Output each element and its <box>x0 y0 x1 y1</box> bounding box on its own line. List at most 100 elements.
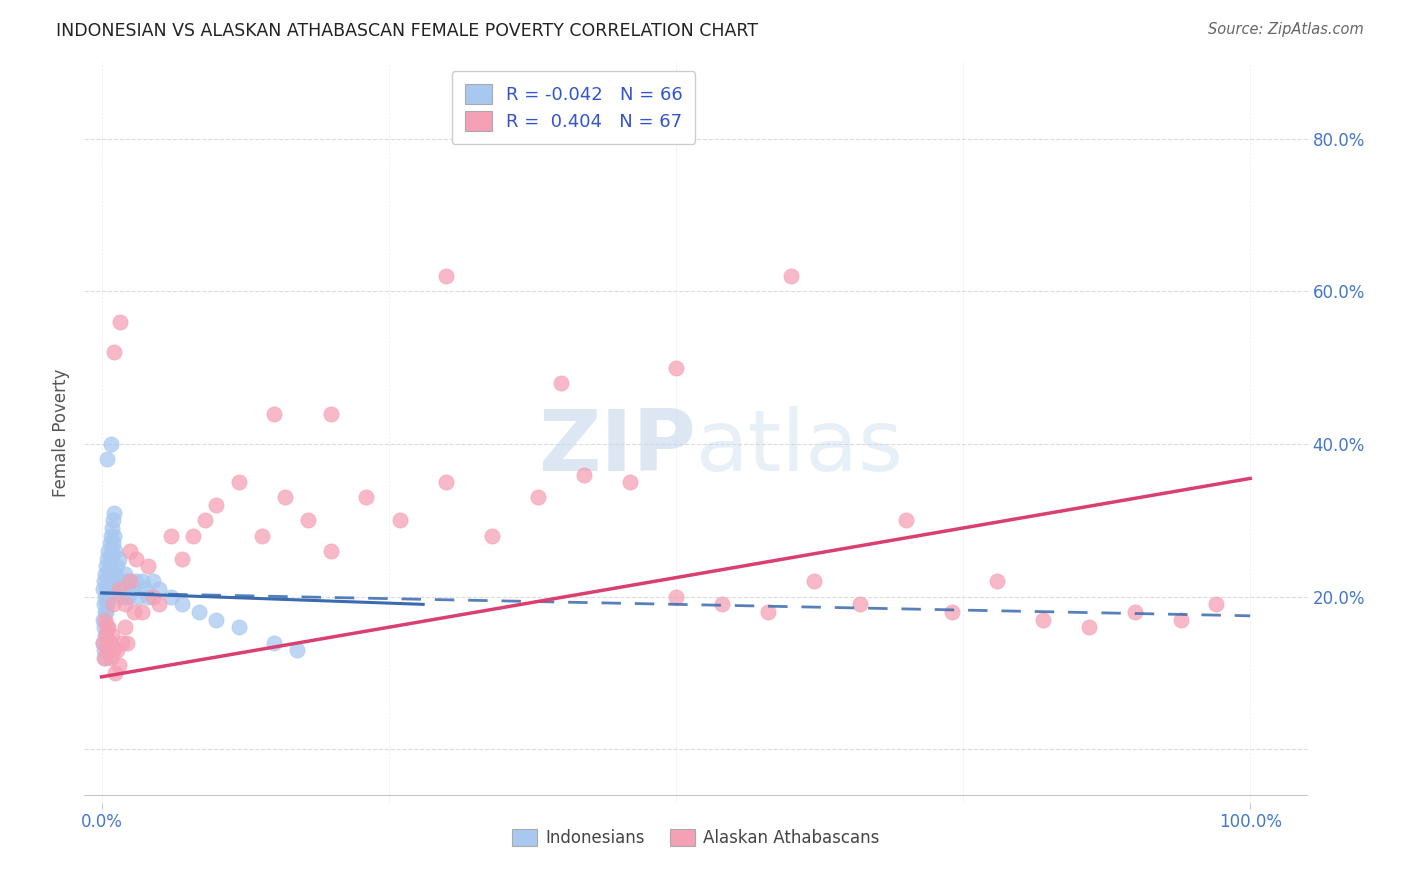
Point <box>96 574 118 589</box>
Point <box>120 544 142 558</box>
Point <box>94 650 117 665</box>
Point <box>114 566 136 581</box>
Point <box>188 605 211 619</box>
Point <box>941 605 963 619</box>
Y-axis label: Female Poverty: Female Poverty <box>52 368 70 497</box>
Point <box>100 635 122 649</box>
Point <box>101 536 124 550</box>
Point <box>159 529 181 543</box>
Point <box>114 598 136 612</box>
Point <box>710 598 733 612</box>
Point <box>94 628 117 642</box>
Point <box>108 315 131 329</box>
Point <box>117 590 139 604</box>
Point <box>101 628 124 642</box>
Text: INDONESIAN VS ALASKAN ATHABASCAN FEMALE POVERTY CORRELATION CHART: INDONESIAN VS ALASKAN ATHABASCAN FEMALE … <box>56 22 758 40</box>
Point <box>107 574 129 589</box>
Point <box>285 643 308 657</box>
Point <box>98 635 121 649</box>
Point <box>91 635 114 649</box>
Point <box>97 566 120 581</box>
Point <box>96 551 118 566</box>
Point <box>104 566 127 581</box>
Text: ZIP: ZIP <box>538 406 696 489</box>
Point <box>96 620 118 634</box>
Point <box>550 376 572 390</box>
Point <box>93 620 115 634</box>
Point <box>481 529 503 543</box>
Point <box>111 635 134 649</box>
Point <box>170 598 193 612</box>
Point <box>104 666 127 681</box>
Point <box>205 498 228 512</box>
Point <box>136 559 159 574</box>
Point <box>94 605 117 619</box>
Point <box>114 590 136 604</box>
Point <box>101 513 124 527</box>
Point <box>93 650 115 665</box>
Point <box>134 582 156 596</box>
Point <box>779 269 801 284</box>
Point <box>297 513 319 527</box>
Point <box>389 513 412 527</box>
Point <box>136 590 159 604</box>
Point <box>803 574 825 589</box>
Point <box>101 643 124 657</box>
Point <box>756 605 779 619</box>
Point <box>108 574 131 589</box>
Point <box>120 574 142 589</box>
Point <box>986 574 1008 589</box>
Point <box>101 521 124 535</box>
Point <box>228 620 250 634</box>
Point <box>1123 605 1146 619</box>
Point <box>101 598 124 612</box>
Point <box>104 544 127 558</box>
Point <box>112 582 135 596</box>
Point <box>170 551 193 566</box>
Point <box>848 598 870 612</box>
Point <box>96 452 118 467</box>
Point <box>93 574 115 589</box>
Point <box>108 582 131 596</box>
Text: Source: ZipAtlas.com: Source: ZipAtlas.com <box>1208 22 1364 37</box>
Point <box>665 360 688 375</box>
Point <box>96 598 118 612</box>
Point <box>122 605 145 619</box>
Point <box>91 635 114 649</box>
Point <box>105 643 128 657</box>
Point <box>894 513 917 527</box>
Point <box>1078 620 1101 634</box>
Point <box>100 650 122 665</box>
Point <box>434 269 457 284</box>
Point <box>263 407 285 421</box>
Point <box>98 536 121 550</box>
Point <box>110 590 132 604</box>
Point <box>263 635 285 649</box>
Point <box>1205 598 1227 612</box>
Point <box>98 582 121 596</box>
Point <box>148 582 170 596</box>
Point <box>96 582 118 596</box>
Point <box>96 628 118 642</box>
Point <box>1170 613 1192 627</box>
Point <box>665 590 688 604</box>
Point <box>228 475 250 490</box>
Point <box>96 605 118 619</box>
Point <box>103 345 125 359</box>
Legend: Indonesians, Alaskan Athabascans: Indonesians, Alaskan Athabascans <box>506 822 886 854</box>
Point <box>252 529 274 543</box>
Point <box>321 544 343 558</box>
Point <box>111 574 134 589</box>
Point <box>97 620 120 634</box>
Point <box>96 559 118 574</box>
Point <box>103 529 125 543</box>
Text: atlas: atlas <box>696 406 904 489</box>
Point <box>94 613 117 627</box>
Point <box>148 598 170 612</box>
Point <box>94 566 117 581</box>
Point <box>108 658 131 673</box>
Point <box>131 574 153 589</box>
Point <box>115 635 138 649</box>
Point <box>321 407 343 421</box>
Point <box>274 491 297 505</box>
